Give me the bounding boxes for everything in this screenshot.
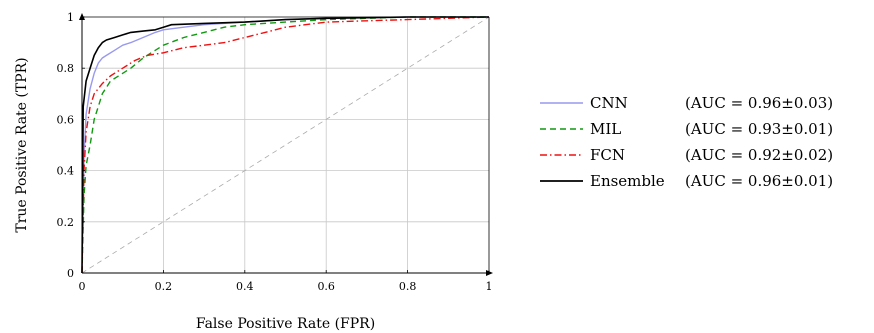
x-axis-arrow-icon — [486, 270, 493, 276]
legend-auc-fcn: (AUC = 0.92±0.02) — [685, 146, 833, 164]
x-tick-label: 0.2 — [155, 280, 173, 293]
y-axis-arrow-icon — [79, 13, 85, 20]
tick-labels: 0 0.2 0.4 0.6 0.8 1 0 0.2 0.4 0.6 0.8 1 — [57, 11, 493, 293]
y-tick-label: 0 — [67, 267, 74, 280]
legend-label-ensemble: Ensemble — [590, 172, 665, 190]
legend: CNN (AUC = 0.96±0.03) MIL (AUC = 0.93±0.01)… — [540, 94, 833, 190]
y-tick-label: 0.2 — [57, 216, 75, 229]
series-lines — [81, 16, 490, 274]
x-tick-label: 0.6 — [317, 280, 335, 293]
x-tick-label: 0 — [79, 280, 86, 293]
y-tick-label: 1 — [67, 11, 74, 24]
y-tick-label: 0.8 — [57, 62, 75, 75]
legend-label-mil: MIL — [590, 120, 621, 138]
series-line-mil — [81, 16, 489, 274]
chance-diagonal-line — [81, 16, 490, 274]
x-tick-label: 1 — [486, 280, 493, 293]
legend-label-fcn: FCN — [590, 146, 625, 164]
axes — [79, 13, 493, 276]
chance-line-group — [81, 16, 490, 274]
legend-auc-cnn: (AUC = 0.96±0.03) — [685, 94, 833, 112]
x-tick-label: 0.4 — [236, 280, 254, 293]
y-tick-label: 0.4 — [57, 165, 75, 178]
y-axis-title: True Positive Rate (TPR) — [14, 57, 30, 232]
x-tick-label: 0.8 — [399, 280, 417, 293]
y-tick-label: 0.6 — [57, 113, 75, 126]
legend-auc-ensemble: (AUC = 0.96±0.01) — [685, 172, 833, 190]
grid-lines — [82, 17, 489, 273]
x-axis-title: False Positive Rate (FPR) — [196, 316, 375, 332]
legend-label-cnn: CNN — [590, 94, 628, 112]
legend-auc-mil: (AUC = 0.93±0.01) — [685, 120, 833, 138]
series-line-ensemble — [81, 16, 489, 274]
